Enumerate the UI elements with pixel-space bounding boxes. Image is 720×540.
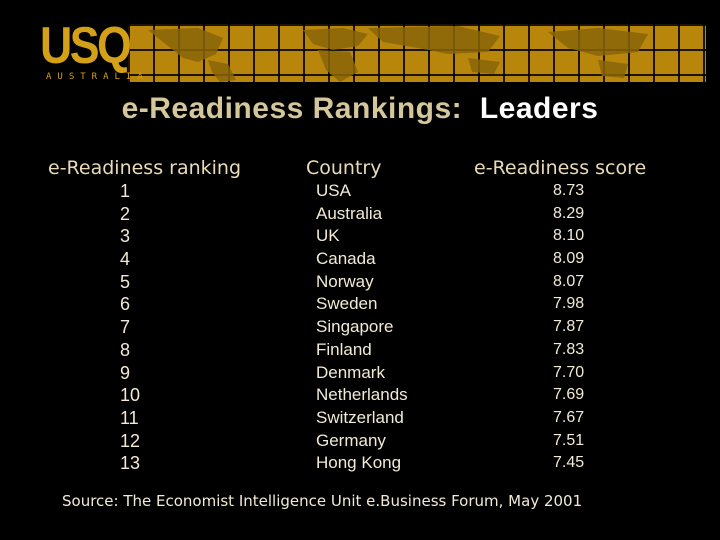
world-map-banner [128,22,706,82]
header-country: Country [306,157,382,179]
score-cell: 8.73 [553,182,585,199]
score-column: 8.73 8.29 8.10 8.09 8.07 7.98 7.87 7.83 7.70 7.69… [553,180,584,475]
country-cell: Hong Kong [316,453,402,473]
rank-cell: 1 [120,181,131,201]
source-note: Source: The Economist Intelligence Unit … [62,492,583,510]
rank-cell: 2 [120,203,131,224]
rank-cell: 9 [120,362,131,383]
country-cell: Canada [316,249,376,269]
rank-cell: 12 [120,430,141,451]
country-cell: Switzerland [316,407,404,427]
rank-cell: 7 [120,317,131,338]
world-map-icon [148,26,648,82]
rank-cell: 6 [120,294,131,315]
country-cell: Singapore [316,317,394,337]
score-cell: 7.98 [553,295,585,313]
score-cell: 8.29 [553,204,585,222]
score-cell: 7.83 [553,340,585,358]
country-column: USA Australia UK Canada Norway Sweden Singapor… [316,180,408,475]
country-cell: UK [316,226,340,246]
country-cell: Australia [316,203,383,223]
title-trail: Leaders [479,92,599,125]
rank-cell: 5 [120,271,131,292]
rank-cell: 10 [120,385,141,406]
score-cell: 7.67 [553,408,585,426]
score-cell: 7.51 [553,431,585,449]
country-cell: Finland [316,339,372,359]
country-cell: Sweden [316,294,378,314]
country-cell: USA [316,181,351,200]
usq-logo: USQ AUSTRALIA [34,14,143,90]
rank-column: 1 2 3 4 5 6 7 8 9 10 11 12 13 [120,180,140,475]
score-cell: 8.07 [553,272,585,290]
rank-cell: 8 [120,339,131,360]
header-score: e-Readiness score [474,157,647,179]
rank-cell: 13 [120,453,141,474]
country-cell: Denmark [316,362,385,382]
header-rank: e-Readiness ranking [48,157,242,179]
score-cell: 7.45 [553,454,585,472]
logo-subtext: AUSTRALIA [46,72,149,82]
score-cell: 7.70 [553,363,585,381]
score-cell: 7.69 [553,386,585,404]
country-cell: Netherlands [316,385,408,405]
country-cell: Norway [316,271,374,291]
title-lead: e-Readiness Rankings: [121,92,463,125]
logo-text: USQ [40,17,132,75]
rank-cell: 11 [120,407,139,428]
header-banner: USQ AUSTRALIA [0,0,720,92]
score-cell: 7.87 [553,318,585,336]
rank-cell: 3 [120,226,131,247]
rank-cell: 4 [120,249,131,270]
page-title: e-Readiness Rankings: Leaders [0,92,720,126]
country-cell: Germany [316,430,386,450]
score-cell: 8.10 [553,227,585,245]
score-cell: 8.09 [553,250,585,268]
